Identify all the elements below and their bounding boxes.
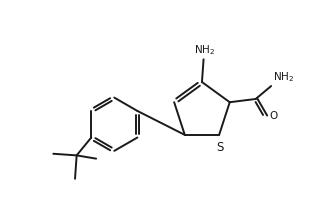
Text: NH$_2$: NH$_2$ (194, 43, 215, 57)
Text: S: S (216, 141, 223, 154)
Text: O: O (269, 111, 277, 121)
Text: NH$_2$: NH$_2$ (273, 71, 294, 84)
